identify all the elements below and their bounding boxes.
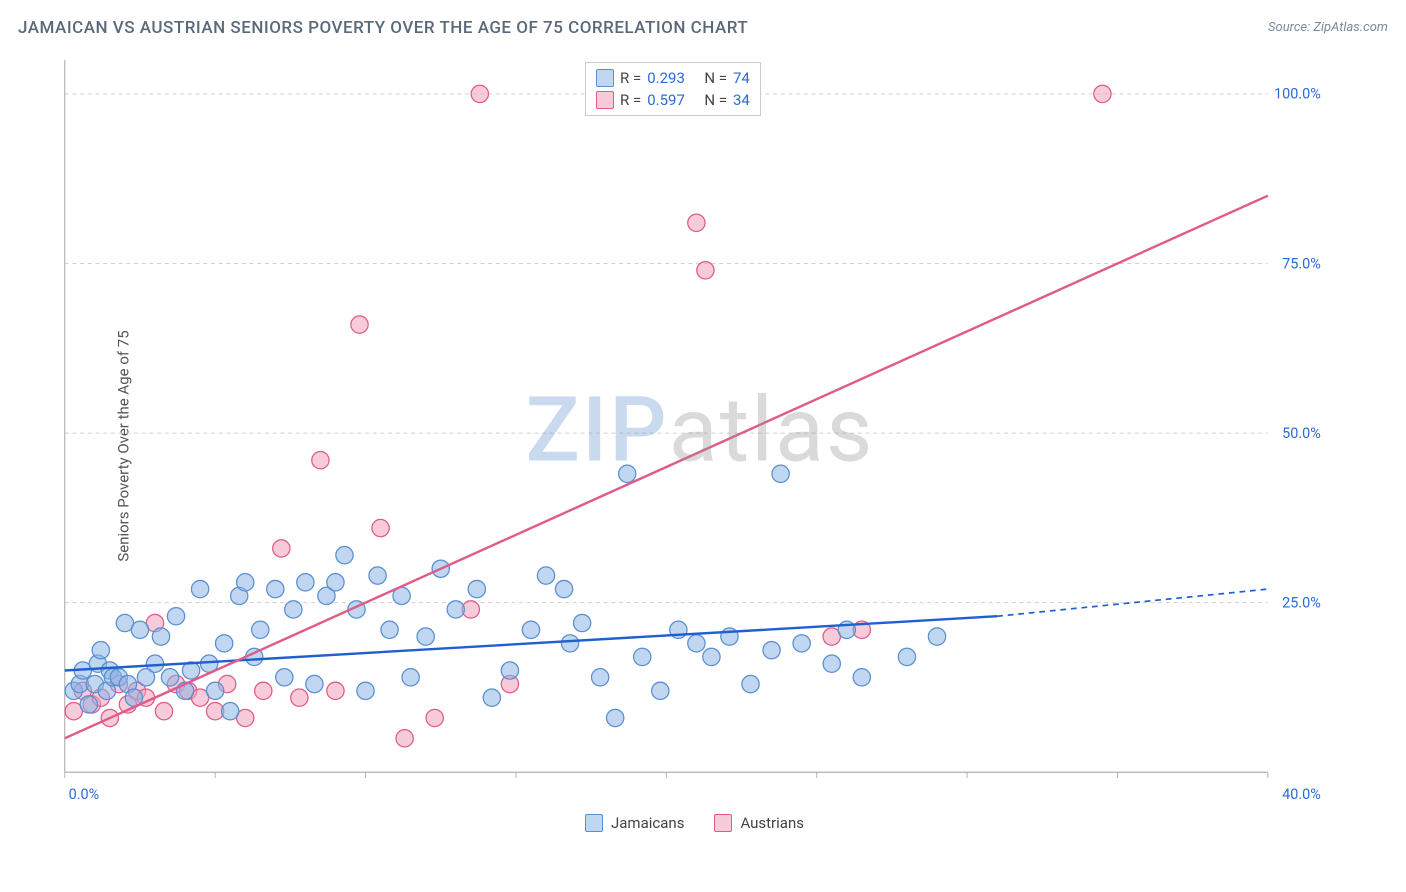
chart-title: JAMAICAN VS AUSTRIAN SENIORS POVERTY OVE… bbox=[18, 18, 748, 38]
legend-swatch bbox=[585, 814, 603, 832]
svg-text:0.0%: 0.0% bbox=[69, 786, 100, 803]
series-legend-item: Austrians bbox=[714, 814, 804, 832]
legend-swatch bbox=[714, 814, 732, 832]
source-label: Source: ZipAtlas.com bbox=[1268, 20, 1388, 35]
stat-legend-row: R =0.293 N =74 bbox=[596, 67, 750, 89]
series-legend-label: Jamaicans bbox=[611, 814, 684, 832]
series-legend-item: Jamaicans bbox=[585, 814, 684, 832]
legend-swatch bbox=[596, 91, 614, 109]
scatter-plot: 25.0% 50.0% 75.0% 100.0% 0.0% 40.0% bbox=[60, 60, 1340, 830]
svg-text:25.0%: 25.0% bbox=[1282, 594, 1321, 611]
chart-area: 25.0%50.0%75.0%100.0%0.0%40.0% ZIPatlas … bbox=[60, 60, 1340, 830]
series-legend-label: Austrians bbox=[740, 814, 804, 832]
svg-text:40.0%: 40.0% bbox=[1282, 786, 1321, 803]
svg-text:50.0%: 50.0% bbox=[1282, 425, 1321, 442]
svg-text:100.0%: 100.0% bbox=[1274, 86, 1321, 103]
stat-legend-row: R =0.597 N =34 bbox=[596, 89, 750, 111]
series-legend: Jamaicans Austrians bbox=[585, 814, 804, 832]
svg-text:75.0%: 75.0% bbox=[1282, 255, 1321, 272]
stat-legend: R =0.293 N =74R =0.597 N =34 bbox=[585, 62, 761, 116]
legend-swatch bbox=[596, 69, 614, 87]
